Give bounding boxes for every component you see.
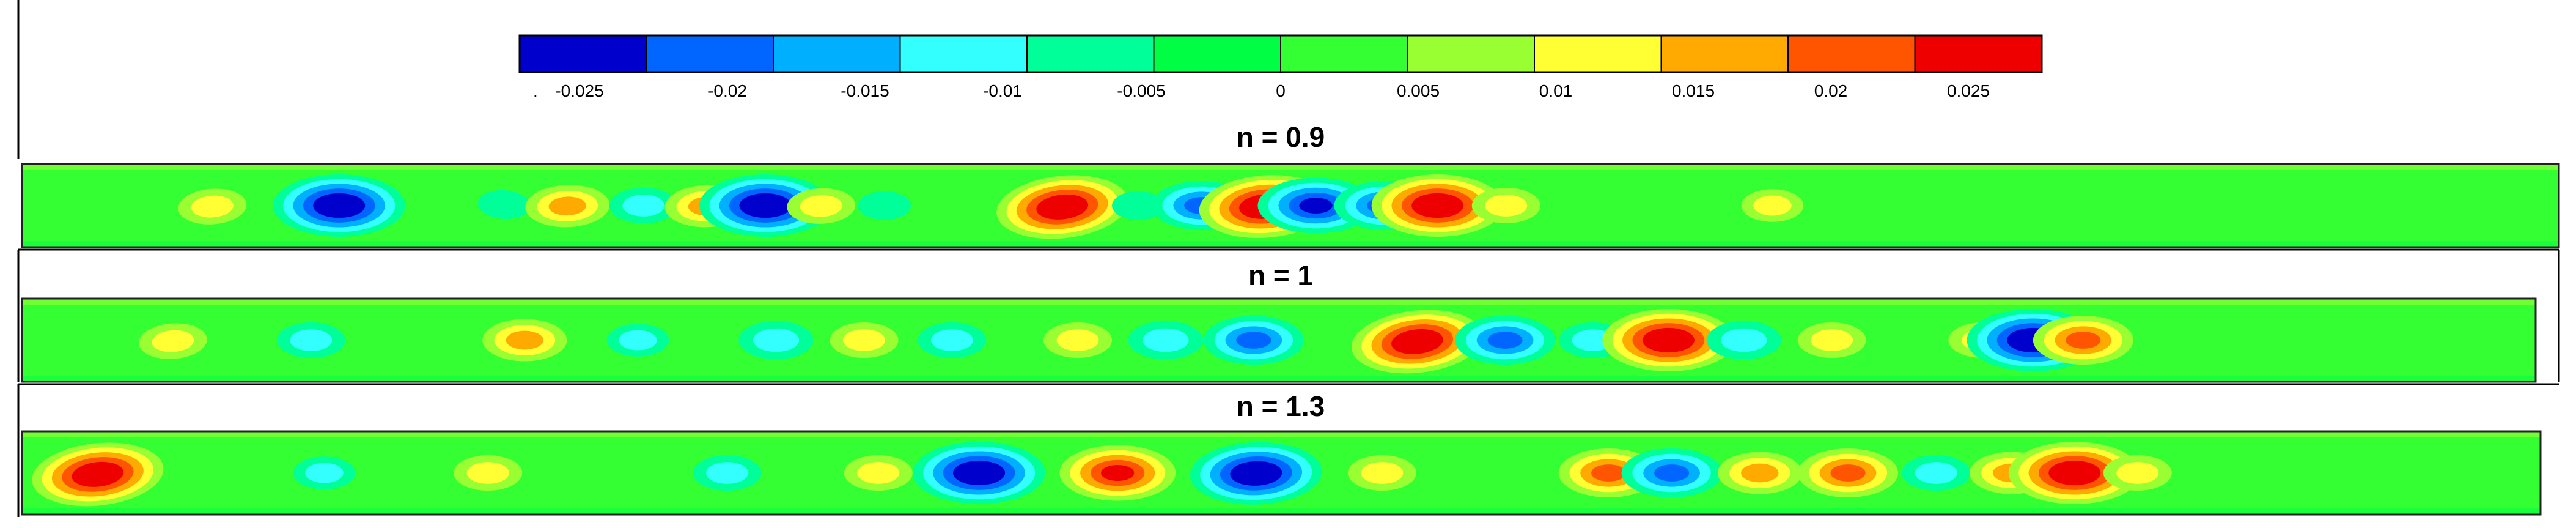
field-wall-band: [22, 164, 2559, 170]
colorbar-tick-label: 0: [1276, 81, 1286, 100]
negative-contour: [1112, 191, 1165, 220]
colorbar-tick-label: 0.02: [1814, 81, 1848, 100]
contour-field-n-0-9: [22, 164, 2559, 247]
positive-contour: [800, 195, 842, 217]
positive-contour: [1741, 463, 1779, 483]
negative-contour: [749, 198, 782, 214]
colorbar-cell: [646, 35, 774, 72]
colorbar-cell: [1534, 35, 1662, 72]
negative-contour: [706, 462, 749, 484]
panel-border: [21, 163, 2560, 248]
negative-contour: [622, 195, 665, 217]
positive-contour: [1485, 195, 1528, 217]
positive-contour: [1811, 329, 1853, 351]
colorbar-cell: [773, 35, 900, 72]
panel-border: [21, 430, 2542, 516]
negative-contour: [1299, 198, 1333, 214]
positive-contour: [1401, 333, 1433, 349]
negative-contour: [858, 191, 911, 220]
positive-contour: [1046, 199, 1078, 215]
positive-contour: [81, 466, 114, 482]
positive-contour: [506, 330, 544, 350]
colorbar-ticks: [646, 35, 1916, 72]
field-wall-band: [22, 241, 2559, 247]
negative-contour: [619, 330, 657, 351]
positive-contour: [466, 462, 509, 484]
positive-contour: [2116, 462, 2159, 484]
colorbar-tick-label: 0.025: [1947, 81, 1990, 100]
positive-contour: [1101, 465, 1135, 481]
negative-contour: [1487, 332, 1523, 349]
colorbar-cell: [1407, 35, 1535, 72]
positive-contour: [191, 195, 234, 218]
positive-contour: [548, 196, 586, 216]
field-wall-band: [22, 376, 2536, 382]
colorbar-tick-label: 0.005: [1397, 81, 1440, 100]
field-wall-band: [22, 508, 2541, 515]
negative-contour: [1143, 328, 1189, 352]
positive-contour: [1753, 195, 1792, 216]
colorbar-tick-label: -0.015: [841, 81, 889, 100]
positive-contour: [1421, 198, 1454, 214]
positive-contour: [1591, 464, 1627, 482]
colorbar-cell: [1027, 35, 1154, 72]
colorbar-tick-label: -0.02: [708, 81, 747, 100]
contour-field-n-1: [22, 299, 2536, 382]
positive-contour: [2066, 332, 2101, 349]
negative-contour: [963, 465, 995, 481]
positive-contour: [1652, 332, 1685, 348]
colorbar-cell: [1788, 35, 1915, 72]
contour-field-n-1-3: [22, 431, 2541, 515]
colorbar-cell: [900, 35, 1028, 72]
negative-contour: [477, 190, 531, 220]
negative-contour: [1654, 464, 1690, 482]
panel-title: n = 0.9: [1237, 121, 1325, 153]
colorbar-tick-label: -0.025: [555, 81, 603, 100]
positive-contour: [1361, 462, 1404, 484]
colorbar-legend: . -0.025 -0.02 -0.015 -0.01 -0.005 0 0.0…: [518, 34, 2043, 100]
colorbar-tick-label: -0.01: [983, 81, 1022, 100]
panel-title: n = 1: [1248, 259, 1313, 291]
panel-title: n = 1.3: [1237, 390, 1325, 422]
colorbar-tick-label: -0.005: [1117, 81, 1165, 100]
positive-contour: [843, 329, 885, 351]
positive-contour: [857, 462, 900, 484]
negative-contour: [1721, 328, 1767, 352]
colorbar-tick-labels: -0.025 -0.02 -0.015 -0.01 -0.005 0 0.005…: [555, 81, 1990, 100]
negative-contour: [290, 329, 333, 351]
colorbar-cell: [1154, 35, 1281, 72]
field-wall-band: [22, 431, 2541, 437]
colorbar-left-mark: .: [533, 81, 538, 100]
negative-contour: [1915, 462, 1957, 484]
panel-n-1-3: n = 1.3: [21, 390, 2542, 516]
colorbar-tick-label: 0.01: [1539, 81, 1573, 100]
field-wall-band: [22, 299, 2536, 305]
positive-contour: [1056, 329, 1099, 351]
panel-border: [21, 297, 2537, 383]
colorbar-cell: [1661, 35, 1789, 72]
positive-contour: [152, 330, 194, 352]
colorbar-tick-label: 0.015: [1672, 81, 1715, 100]
positive-contour: [1830, 464, 1866, 482]
negative-contour: [305, 463, 344, 483]
panel-n-1: n = 1: [21, 259, 2537, 383]
negative-contour: [753, 328, 800, 352]
colorbar-cell: [1281, 35, 1408, 72]
negative-contour: [1236, 332, 1271, 349]
colorbar-cell: [520, 35, 647, 72]
panel-n-0-9: n = 0.9: [21, 121, 2560, 248]
negative-contour: [930, 329, 973, 351]
colorbar-cells: [520, 35, 2042, 72]
negative-contour: [323, 198, 355, 214]
colorbar-cell: [1915, 35, 2042, 72]
negative-contour: [1240, 466, 1272, 482]
positive-contour: [2058, 465, 2091, 481]
